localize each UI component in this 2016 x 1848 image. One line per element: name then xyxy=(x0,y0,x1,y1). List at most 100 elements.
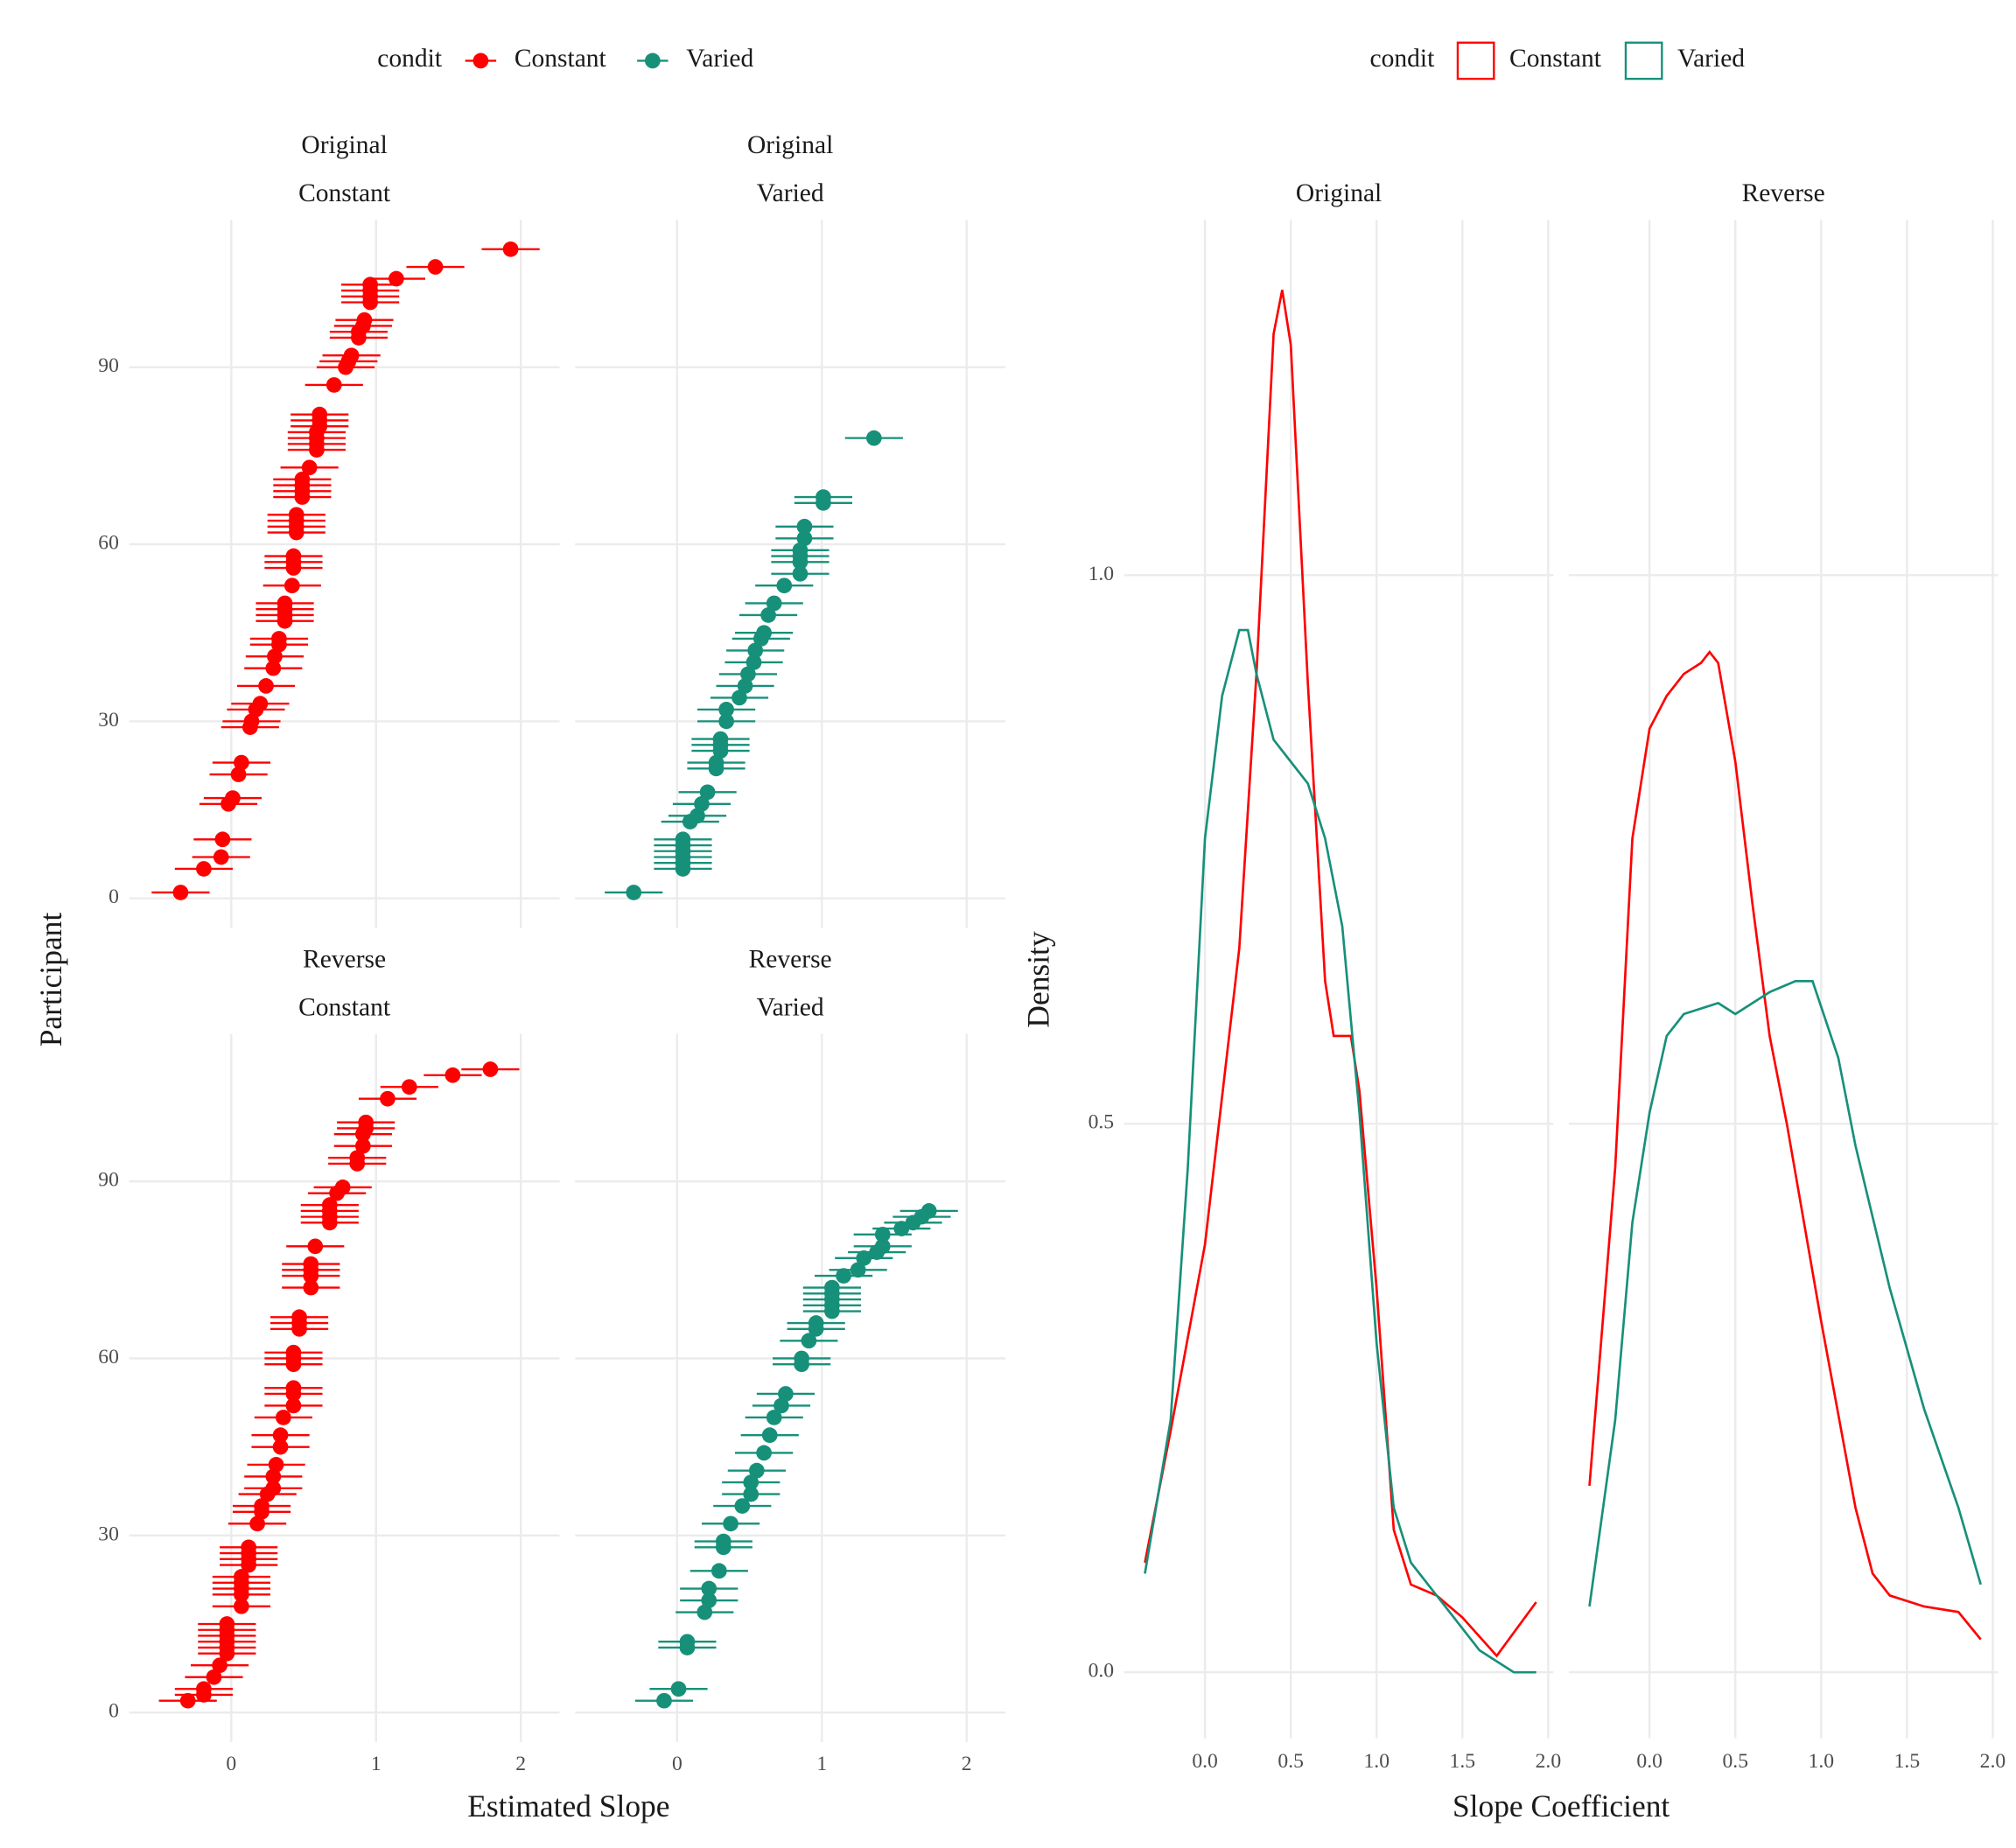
strip-label: Original xyxy=(301,131,387,159)
point xyxy=(301,459,318,476)
point xyxy=(796,518,813,535)
strip-label: Original xyxy=(747,131,833,159)
point xyxy=(309,442,325,458)
point xyxy=(712,743,729,759)
point xyxy=(242,719,258,735)
y-tick-label: 0.5 xyxy=(1088,1111,1115,1134)
density-curve xyxy=(1588,979,1982,1607)
point xyxy=(234,1586,249,1603)
point xyxy=(294,489,311,505)
legend-key xyxy=(1456,41,1495,80)
point xyxy=(241,1557,257,1573)
point xyxy=(708,760,724,777)
point xyxy=(752,631,769,647)
point xyxy=(792,554,808,570)
point xyxy=(338,359,354,375)
point xyxy=(362,294,378,311)
y-tick-label: 30 xyxy=(98,709,119,732)
density-curve xyxy=(1588,649,1982,1641)
point xyxy=(816,494,831,511)
point xyxy=(276,612,293,629)
point xyxy=(285,1386,302,1402)
point xyxy=(380,1090,396,1107)
y-tick-label: 90 xyxy=(98,1169,119,1192)
x-tick-label: 2 xyxy=(962,1753,972,1775)
point xyxy=(734,1498,751,1514)
strip-label: Varied xyxy=(757,179,824,207)
point xyxy=(801,1333,817,1349)
y-tick-label: 60 xyxy=(98,531,119,554)
y-tick-label: 1.0 xyxy=(1088,563,1115,585)
x-tick-label: 1.0 xyxy=(1363,1750,1390,1773)
strip-label: Reverse xyxy=(1742,179,1825,207)
point xyxy=(502,241,519,257)
y-tick-label: 0 xyxy=(108,1700,119,1723)
point xyxy=(778,1386,794,1402)
x-tick-label: 1 xyxy=(371,1753,382,1775)
x-tick-label: 0 xyxy=(672,1753,682,1775)
point xyxy=(710,1563,727,1579)
point xyxy=(694,795,710,812)
x-tick-label: 0 xyxy=(226,1753,236,1775)
x-tick-label: 0.5 xyxy=(1278,1750,1304,1773)
legend-key xyxy=(644,52,661,69)
point xyxy=(179,1692,196,1709)
point xyxy=(656,1692,672,1709)
point xyxy=(230,766,247,782)
point xyxy=(626,885,642,900)
point xyxy=(272,1427,289,1444)
point xyxy=(732,690,747,706)
point xyxy=(747,642,764,659)
point xyxy=(326,377,342,393)
point xyxy=(743,1486,760,1502)
point xyxy=(268,1457,284,1473)
point xyxy=(905,1214,921,1231)
point xyxy=(760,607,776,623)
x-tick-label: 2.0 xyxy=(1536,1750,1562,1773)
point xyxy=(874,1226,891,1242)
y-tick-label: 90 xyxy=(98,354,119,377)
point xyxy=(743,1474,760,1490)
point xyxy=(427,259,444,275)
point xyxy=(267,648,283,665)
point xyxy=(856,1250,872,1266)
point xyxy=(824,1303,840,1320)
point xyxy=(388,270,404,287)
point xyxy=(303,1279,319,1296)
y-axis-title: Density xyxy=(1021,931,1056,1028)
point xyxy=(285,560,302,576)
point xyxy=(701,1592,718,1608)
point xyxy=(482,1061,499,1077)
point xyxy=(285,1397,302,1414)
x-tick-label: 2.0 xyxy=(1980,1750,2006,1773)
point xyxy=(272,1438,289,1455)
point xyxy=(696,1604,713,1620)
point xyxy=(258,678,274,694)
point xyxy=(850,1262,866,1278)
point xyxy=(220,795,236,812)
point xyxy=(679,1640,696,1656)
point xyxy=(723,1516,738,1532)
point xyxy=(196,1687,212,1703)
legend-key xyxy=(1624,41,1663,80)
point xyxy=(701,1580,718,1597)
x-tick-label: 1 xyxy=(816,1753,827,1775)
point xyxy=(234,754,249,771)
x-axis-title: Estimated Slope xyxy=(467,1788,669,1824)
strip-label: Varied xyxy=(757,993,824,1021)
point xyxy=(766,595,782,612)
strip-label: Original xyxy=(1296,179,1382,207)
point xyxy=(349,1156,366,1172)
point xyxy=(740,666,756,682)
point xyxy=(248,702,264,718)
strip-label: Constant xyxy=(298,179,391,207)
point xyxy=(219,1645,235,1662)
point xyxy=(737,678,753,694)
x-tick-label: 2 xyxy=(515,1753,526,1775)
point xyxy=(836,1268,851,1284)
point xyxy=(265,660,282,676)
point xyxy=(234,1598,249,1614)
x-tick-label: 0.0 xyxy=(1192,1750,1218,1773)
point xyxy=(254,1503,270,1520)
